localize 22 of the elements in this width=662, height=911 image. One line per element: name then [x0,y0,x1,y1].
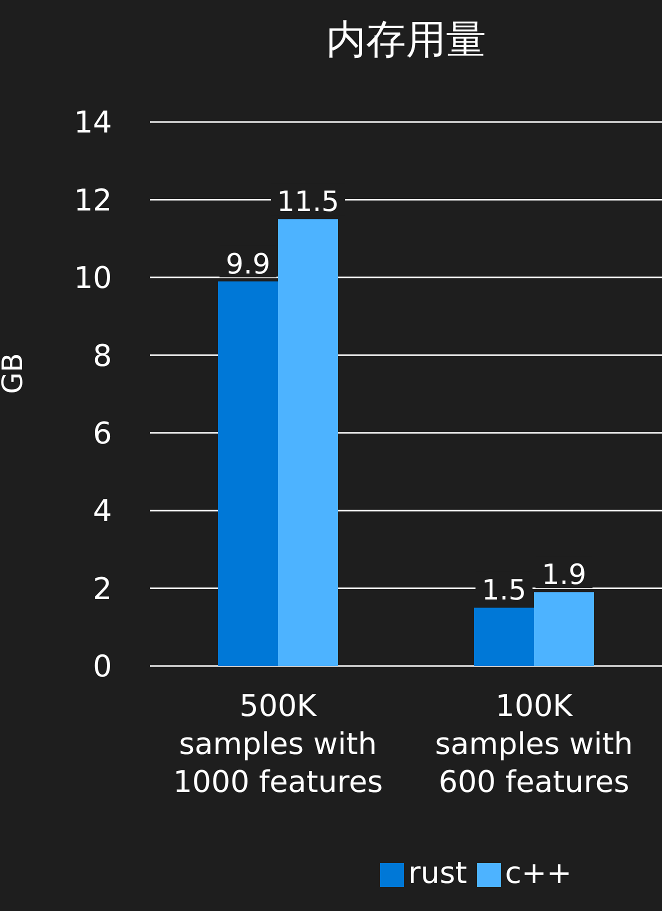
y-tick-label: 8 [92,338,112,374]
data-label: 1.5 [482,574,526,607]
y-tick-label: 6 [92,416,112,452]
x-tick-label: 500K samples with 1000 features [173,689,383,800]
legend-label: c++ [504,856,572,891]
bar [474,608,534,666]
bar [278,219,338,666]
data-label: 1.9 [542,558,586,592]
y-tick-label: 14 [74,106,112,141]
legend-label: rust [408,856,467,891]
data-label: 9.9 [226,247,270,280]
y-axis-title: GB [0,353,29,394]
y-tick-label: 10 [74,261,112,296]
y-tick-label: 4 [92,494,112,530]
bar [534,592,594,666]
y-tick-label: 12 [74,183,112,218]
x-tick-label: 100K samples with 600 features [435,689,633,800]
chart-title: 内存用量 [325,16,487,65]
y-tick-label: 0 [92,650,112,685]
y-tick-label: 2 [92,572,112,607]
data-label: 11.5 [276,185,340,218]
bar [218,281,278,666]
